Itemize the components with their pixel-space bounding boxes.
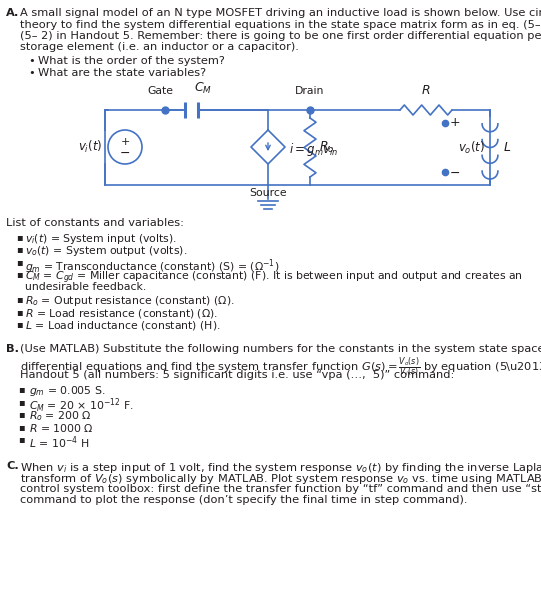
Text: ▪: ▪ (18, 434, 25, 444)
Text: storage element (i.e. an inductor or a capacitor).: storage element (i.e. an inductor or a c… (20, 43, 299, 53)
Text: undesirable feedback.: undesirable feedback. (25, 282, 146, 292)
Text: •: • (28, 68, 35, 78)
Text: differential equations and find the system transfer function $G(s) = \frac{V_o(s: differential equations and find the syst… (20, 355, 541, 380)
Text: ▪: ▪ (16, 244, 23, 254)
Text: $v_i(t)$: $v_i(t)$ (77, 139, 102, 155)
Text: When $v_i$ is a step input of 1 volt, find the system response $v_o(t)$ by findi: When $v_i$ is a step input of 1 volt, fi… (20, 461, 541, 475)
Text: Gate: Gate (147, 86, 173, 96)
Text: control system toolbox: first define the transfer function by “tf” command and t: control system toolbox: first define the… (20, 484, 541, 494)
Text: Drain: Drain (295, 86, 325, 96)
Text: R: R (421, 84, 430, 97)
Text: •: • (28, 56, 35, 66)
Text: ▪: ▪ (18, 409, 25, 419)
Text: transform of $V_o(s)$ symbolically by MATLAB. Plot system response $v_o$ vs. tim: transform of $V_o(s)$ symbolically by MA… (20, 472, 541, 486)
Text: L: L (504, 141, 511, 154)
Text: +: + (120, 137, 130, 147)
Text: $C_M$: $C_M$ (194, 81, 212, 96)
Text: ▪: ▪ (16, 307, 23, 317)
Text: $C_M$ = $C_{gd}$ = Miller capacitance (constant) (F). It is between input and ou: $C_M$ = $C_{gd}$ = Miller capacitance (c… (25, 269, 523, 286)
Text: −: − (450, 167, 460, 180)
Text: theory to find the system differential equations in the state space matrix form : theory to find the system differential e… (20, 20, 541, 30)
Text: $L$ = Load inductance (constant) (H).: $L$ = Load inductance (constant) (H). (25, 320, 221, 333)
Text: $R_o$: $R_o$ (319, 140, 335, 155)
Text: +: + (450, 116, 460, 129)
Text: $C_M$ = 20 $\times$ 10$^{-12}$ F.: $C_M$ = 20 $\times$ 10$^{-12}$ F. (29, 397, 134, 415)
Text: ▪: ▪ (16, 320, 23, 330)
Text: command to plot the response (don’t specify the final time in step command).: command to plot the response (don’t spec… (20, 495, 467, 505)
Text: A small signal model of an N type MOSFET driving an inductive load is shown belo: A small signal model of an N type MOSFET… (20, 8, 541, 18)
Text: $v_o(t)$ = System output (volts).: $v_o(t)$ = System output (volts). (25, 244, 187, 259)
Text: B.: B. (6, 344, 19, 354)
Text: $R_o$ = 200 $\Omega$: $R_o$ = 200 $\Omega$ (29, 409, 91, 423)
Text: $i = g_m v_{in}$: $i = g_m v_{in}$ (289, 141, 339, 158)
Text: ▪: ▪ (16, 257, 23, 267)
Text: $v_o(t)$: $v_o(t)$ (458, 139, 485, 155)
Text: −: − (120, 146, 130, 160)
Text: $R$ = 1000 $\Omega$: $R$ = 1000 $\Omega$ (29, 422, 94, 433)
Text: $R_o$ = Output resistance (constant) ($\Omega$).: $R_o$ = Output resistance (constant) ($\… (25, 295, 234, 308)
Text: ▪: ▪ (16, 232, 23, 242)
Text: C.: C. (6, 461, 19, 471)
Text: What are the state variables?: What are the state variables? (38, 68, 206, 78)
Text: ▪: ▪ (18, 384, 25, 394)
Text: ▪: ▪ (18, 422, 25, 432)
Text: Source: Source (249, 188, 287, 198)
Text: What is the order of the system?: What is the order of the system? (38, 56, 225, 66)
Text: ▪: ▪ (18, 397, 25, 407)
Text: (Use MATLAB) Substitute the following numbers for the constants in the system st: (Use MATLAB) Substitute the following nu… (20, 344, 541, 354)
Text: $g_m$ = Transconductance (constant) (S) = ($\Omega^{-1}$): $g_m$ = Transconductance (constant) (S) … (25, 257, 279, 276)
Text: $v_i(t)$ = System input (volts).: $v_i(t)$ = System input (volts). (25, 232, 177, 246)
Text: Handout 5 (all numbers: 5 significant digits i.e. use “vpa (…,  5)” command:: Handout 5 (all numbers: 5 significant di… (20, 371, 454, 381)
Text: (5– 2) in Handout 5. Remember: there is going to be one first order differential: (5– 2) in Handout 5. Remember: there is … (20, 31, 541, 41)
Text: A.: A. (6, 8, 19, 18)
Text: List of constants and variables:: List of constants and variables: (6, 218, 184, 228)
Text: ▪: ▪ (16, 295, 23, 304)
Text: $L$ = 10$^{-4}$ H: $L$ = 10$^{-4}$ H (29, 434, 89, 451)
Text: $g_m$ = 0.005 S.: $g_m$ = 0.005 S. (29, 384, 105, 398)
Text: $R$ = Load resistance (constant) ($\Omega$).: $R$ = Load resistance (constant) ($\Omeg… (25, 307, 218, 320)
Text: ▪: ▪ (16, 269, 23, 279)
